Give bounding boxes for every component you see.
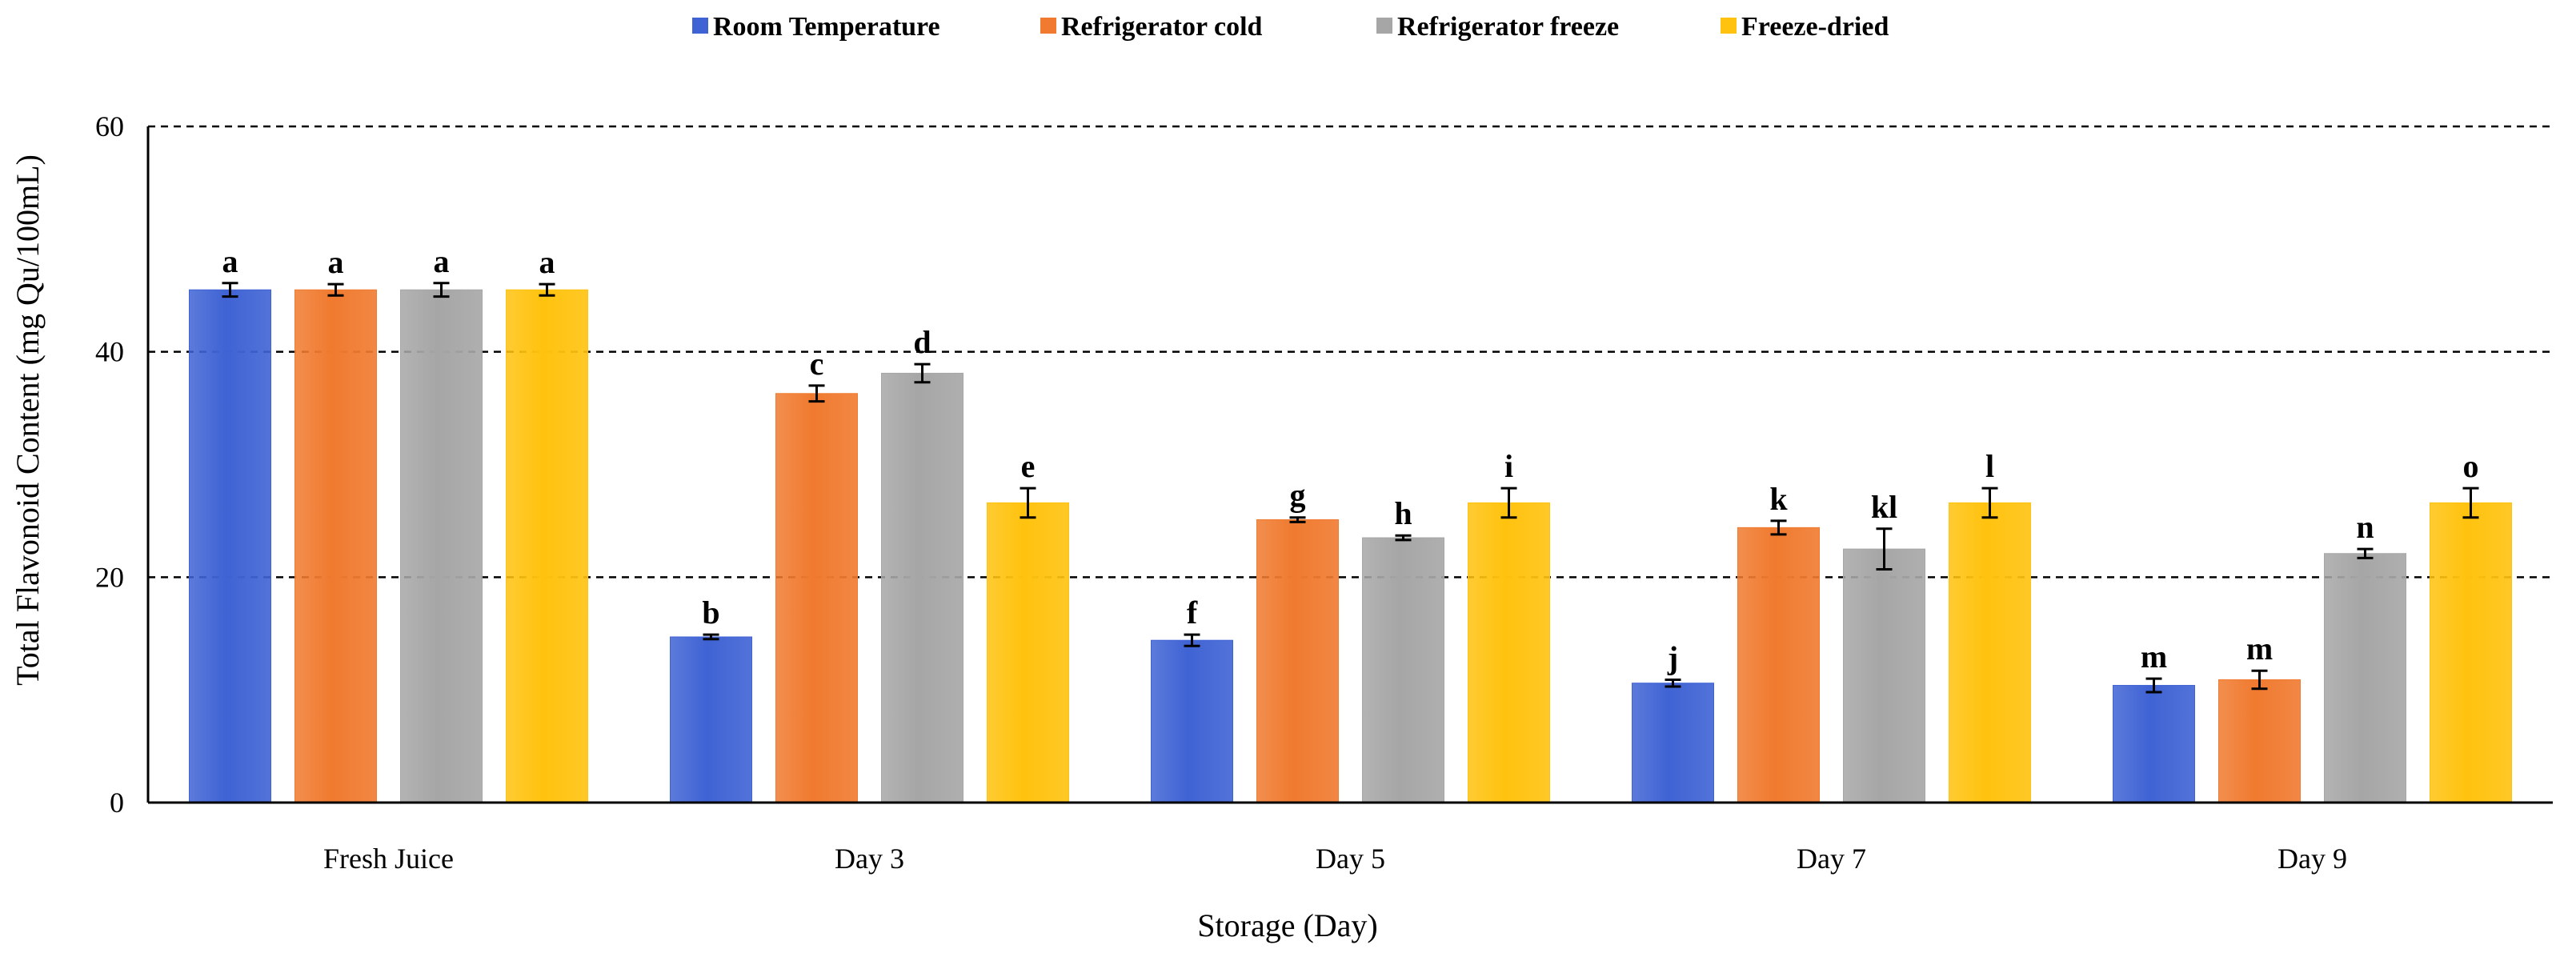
bar-4-3 (2430, 502, 2512, 803)
significance-letter-1-2: d (913, 324, 931, 360)
bar-3-2 (1843, 548, 1925, 803)
legend-swatch-3 (1721, 18, 1737, 34)
bar-4-2 (2324, 553, 2406, 803)
bar-3-1 (1737, 527, 1820, 803)
x-tick-label-0: Fresh Juice (323, 843, 454, 875)
significance-letter-3-0: j (1667, 639, 1678, 675)
significance-letter-3-2: kl (1871, 489, 1897, 525)
significance-letter-4-3: o (2463, 448, 2479, 484)
x-axis-title: Storage (Day) (1197, 907, 1377, 943)
y-axis-title: Total Flavonoid Content (mg Qu/100mL) (10, 154, 46, 686)
significance-letter-4-0: m (2141, 639, 2167, 675)
significance-letter-0-0: a (222, 243, 238, 279)
significance-letter-4-1: m (2246, 631, 2273, 667)
error-bars (222, 282, 2479, 694)
y-tick-label-40: 40 (95, 336, 124, 368)
bar-0-0 (189, 289, 271, 803)
legend-label-1: Refrigerator cold (1061, 12, 1263, 42)
legend-swatch-0 (692, 18, 708, 34)
bar-3-3 (1949, 502, 2031, 803)
significance-letter-2-2: h (1394, 495, 1412, 531)
bar-2-3 (1468, 502, 1550, 803)
significance-letter-2-0: f (1187, 595, 1198, 631)
legend-label-0: Room Temperature (713, 12, 940, 42)
bar-4-1 (2218, 679, 2301, 803)
y-tick-label-60: 60 (95, 110, 124, 142)
x-tick-label-3: Day 7 (1797, 843, 1866, 875)
significance-letter-4-2: n (2356, 509, 2374, 545)
bar-3-0 (1632, 683, 1714, 803)
significance-letter-3-3: l (1985, 448, 1994, 484)
significance-letter-1-3: e (1021, 448, 1036, 484)
bar-1-2 (881, 372, 963, 803)
legend-swatch-1 (1040, 18, 1056, 34)
bar-2-0 (1151, 639, 1233, 803)
bar-0-1 (294, 289, 377, 803)
significance-letter-0-1: a (328, 244, 344, 280)
significance-letter-2-1: g (1290, 478, 1306, 514)
significance-letters: a a a a b c d e f g h i j k kl l m m n o (222, 243, 2479, 676)
y-tick-label-20: 20 (95, 561, 124, 593)
significance-letter-1-1: c (810, 346, 824, 382)
x-tick-label-2: Day 5 (1316, 843, 1385, 875)
legend-label-2: Refrigerator freeze (1397, 12, 1619, 42)
significance-letter-3-1: k (1769, 481, 1788, 517)
significance-letter-0-3: a (539, 244, 555, 280)
legend-swatch-2 (1376, 18, 1392, 34)
bar-1-1 (775, 393, 858, 803)
significance-letter-2-3: i (1504, 448, 1513, 484)
axes: 0 20 40 60 Fresh Juice Day 3 Day 5 Day 7 Day 9 (95, 110, 2553, 875)
bars (189, 289, 2512, 803)
legend-label-3: Freeze-dried (1741, 12, 1889, 42)
bar-1-3 (987, 502, 1069, 803)
bar-4-0 (2113, 685, 2195, 803)
x-tick-label-4: Day 9 (2278, 843, 2347, 875)
y-tick-label-0: 0 (110, 787, 124, 819)
significance-letter-0-2: a (434, 243, 450, 279)
legend: Room Temperature Refrigerator cold Refrige… (692, 12, 1889, 42)
bar-0-3 (506, 289, 588, 803)
significance-letter-1-0: b (702, 595, 719, 631)
bar-0-2 (400, 289, 483, 803)
bar-2-2 (1362, 537, 1444, 803)
x-tick-label-1: Day 3 (835, 843, 904, 875)
bar-1-0 (670, 636, 752, 803)
bar-2-1 (1256, 519, 1339, 803)
